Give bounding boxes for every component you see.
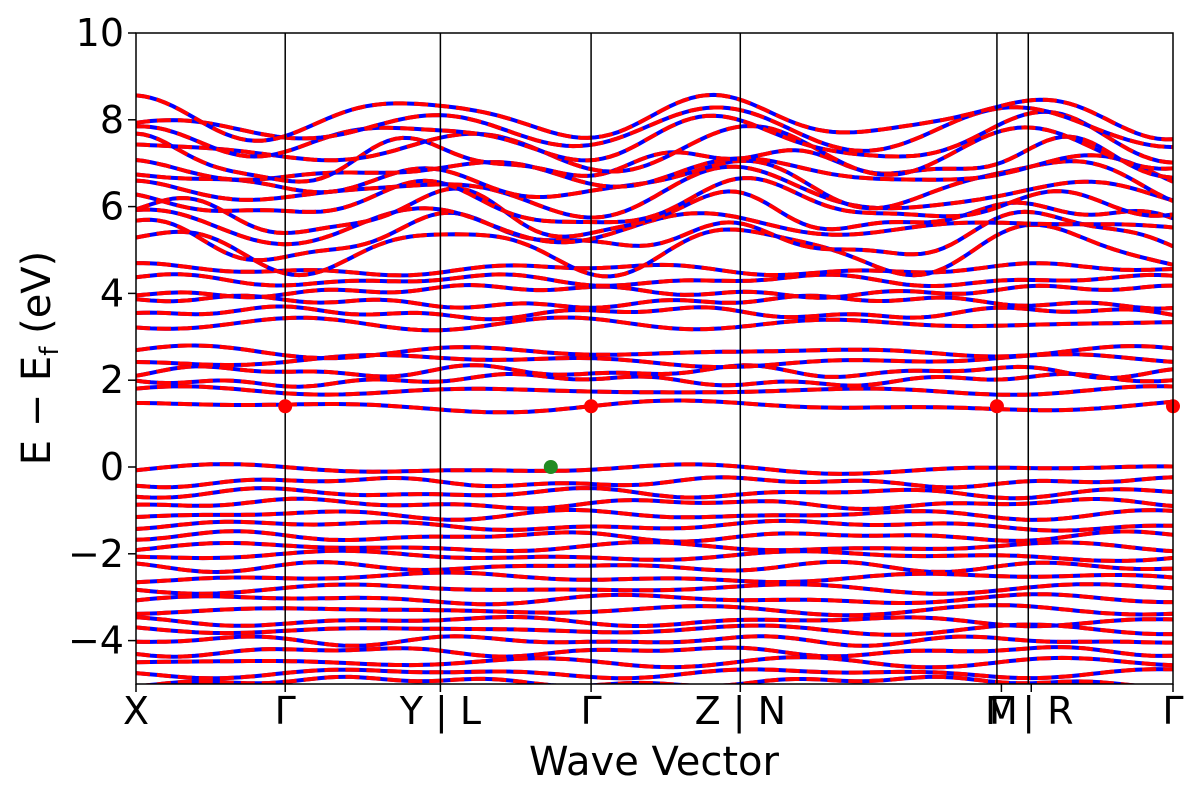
band-line-dashed xyxy=(136,570,1173,585)
kpoint-label: Y | L xyxy=(399,689,481,734)
band-line-dashed xyxy=(136,105,1173,153)
band-line-dashed xyxy=(136,123,1173,177)
band-line-dashed xyxy=(136,475,1173,490)
kpoint-dividers xyxy=(284,33,1030,684)
band-line-dashed xyxy=(136,315,1173,333)
band-line-dashed xyxy=(136,559,1173,575)
band-line-dashed xyxy=(136,486,1173,501)
x-axis-ticks: X Γ Y | L Γ Z | N MΓ | R Γ xyxy=(123,684,1184,734)
band-line-dashed xyxy=(136,592,1173,607)
band-line-dashed xyxy=(136,634,1173,648)
plot-frame xyxy=(135,32,1174,685)
y-axis-title: E − Ef (eV) xyxy=(14,251,65,466)
kpoint-label: X xyxy=(123,689,149,733)
band-line-solid xyxy=(136,92,1173,143)
band-line-dashed xyxy=(136,645,1173,659)
kpoint-label: Z | N xyxy=(695,689,786,734)
bands-layer xyxy=(136,92,1173,684)
band-line-dashed xyxy=(136,603,1173,618)
band-line-dashed xyxy=(136,529,1173,544)
band-line-dashed xyxy=(136,164,1173,220)
kpoint-label: Γ xyxy=(1162,689,1183,733)
y-axis-ticks: −4 −2 0 2 4 6 8 10 xyxy=(68,11,136,663)
band-line-dashed xyxy=(136,496,1173,512)
band-line-dashed xyxy=(136,371,1173,389)
band-line-dashed xyxy=(136,176,1173,225)
kpoint-label: Γ xyxy=(275,689,296,733)
band-line-dashed xyxy=(136,667,1173,681)
y-axis-title-main: E − E xyxy=(14,356,60,466)
band-line-dashed xyxy=(136,304,1173,322)
y-axis-title-unit: (eV) xyxy=(14,251,60,347)
band-line-dashed xyxy=(136,655,1173,670)
y-tick-label: 10 xyxy=(76,11,124,55)
band-line-dashed xyxy=(136,548,1173,563)
y-tick-label: 4 xyxy=(100,271,124,315)
kpoint-label: Γ | R xyxy=(989,689,1074,734)
y-tick-label: −4 xyxy=(68,619,124,663)
y-tick-label: 6 xyxy=(100,185,124,229)
band-line-dashed xyxy=(136,462,1173,476)
band-extremum-marker xyxy=(278,399,293,414)
band-line-dashed xyxy=(136,343,1173,361)
band-line-dashed xyxy=(136,222,1173,279)
band-line-dashed xyxy=(136,272,1173,288)
x-axis-title: Wave Vector xyxy=(529,739,780,785)
band-line-dashed xyxy=(136,261,1173,278)
band-line-dashed xyxy=(136,518,1173,533)
band-extremum-marker xyxy=(543,460,558,474)
band-extremum-marker xyxy=(584,399,599,414)
y-tick-label: 0 xyxy=(100,445,124,489)
band-line-dashed xyxy=(136,384,1173,397)
y-axis-title-subscript: f xyxy=(35,346,65,356)
y-tick-label: −2 xyxy=(68,532,124,576)
band-line-dashed xyxy=(139,674,1141,684)
band-line-dashed xyxy=(136,153,1173,189)
band-line-dashed xyxy=(136,131,1173,184)
band-line-dashed xyxy=(136,622,1173,637)
band-line-dashed xyxy=(136,363,1173,381)
kpoint-label: Γ xyxy=(581,689,602,733)
band-line-dashed xyxy=(136,109,1173,165)
markers-layer xyxy=(278,399,1180,474)
y-tick-label: 8 xyxy=(100,98,124,142)
kpoint-label: M xyxy=(985,689,1018,733)
y-tick-label: 2 xyxy=(100,358,124,402)
band-line-dashed xyxy=(136,507,1173,522)
band-line-solid xyxy=(136,209,1173,263)
band-extremum-marker xyxy=(989,399,1004,414)
band-line-dashed xyxy=(136,293,1173,311)
band-line-dashed xyxy=(136,582,1173,596)
band-line-dashed xyxy=(136,540,1173,554)
band-line-dashed xyxy=(136,282,1173,300)
